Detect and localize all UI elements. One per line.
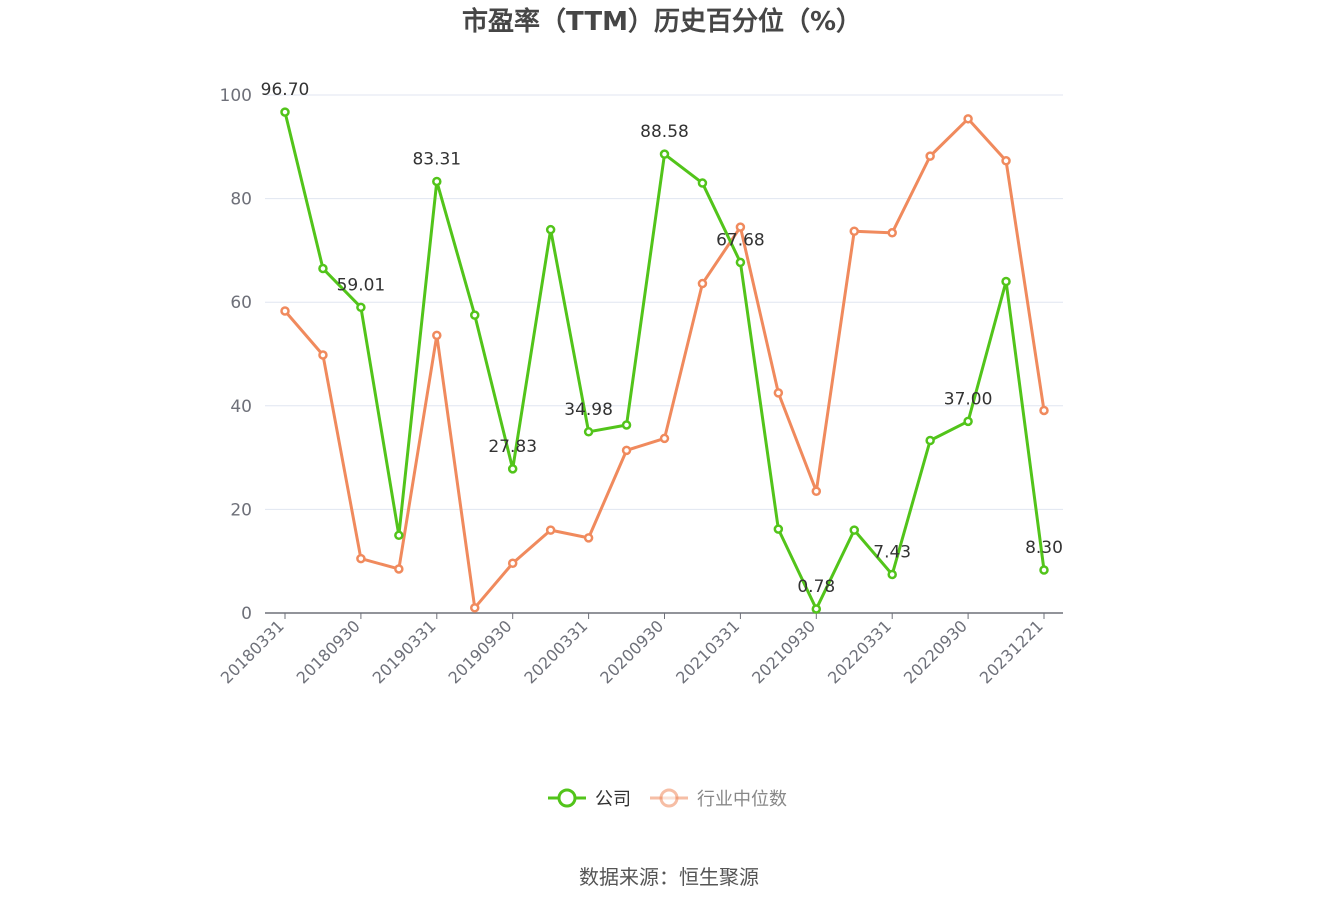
y-tick-label: 60	[230, 293, 252, 313]
y-tick-label: 80	[230, 190, 252, 210]
x-tick-label: 20180930	[293, 616, 364, 687]
data-point[interactable]	[1039, 565, 1049, 575]
x-tick-label: 20190930	[445, 616, 516, 687]
data-label: 7.43	[873, 543, 911, 563]
data-point[interactable]	[659, 149, 670, 159]
data-source: 数据来源：恒生聚源	[579, 865, 759, 889]
data-point[interactable]	[925, 151, 935, 161]
data-point[interactable]	[1001, 156, 1011, 166]
data-point[interactable]	[280, 306, 290, 316]
data-point[interactable]	[697, 278, 708, 289]
legend-label-industry-median: 行业中位数	[697, 789, 787, 810]
data-point[interactable]	[356, 553, 366, 564]
x-tick-label: 20231221	[976, 616, 1047, 687]
data-point[interactable]	[432, 330, 442, 341]
data-point[interactable]	[621, 445, 632, 456]
y-tick-label: 0	[241, 604, 252, 624]
series-lines	[280, 107, 1049, 614]
data-point[interactable]	[394, 564, 404, 574]
data-point[interactable]	[1001, 276, 1011, 287]
data-point[interactable]	[545, 525, 556, 535]
legend-item-company[interactable]: 公司	[548, 788, 631, 810]
x-tick-label: 20220331	[824, 616, 895, 687]
legend-label-company: 公司	[595, 789, 631, 810]
legend-marker-company-icon	[557, 788, 577, 808]
data-label: 0.78	[797, 577, 835, 597]
data-point[interactable]	[887, 569, 897, 580]
data-point[interactable]	[280, 107, 290, 117]
data-point[interactable]	[659, 433, 670, 444]
x-tick-label: 20210331	[672, 616, 743, 687]
data-point[interactable]	[811, 486, 822, 497]
x-tick-label: 20220930	[900, 616, 971, 687]
legend: 公司 行业中位数	[548, 788, 787, 810]
data-label: 34.98	[564, 400, 613, 420]
data-point[interactable]	[545, 224, 556, 235]
data-label: 96.70	[261, 80, 310, 100]
data-point[interactable]	[849, 226, 859, 236]
x-tick-label: 20200930	[596, 616, 667, 687]
data-point[interactable]	[849, 525, 859, 535]
data-point[interactable]	[394, 530, 404, 541]
data-point[interactable]	[735, 222, 746, 232]
data-label: 67.68	[716, 230, 765, 250]
x-tick-label: 20190331	[369, 616, 440, 687]
data-point[interactable]	[1039, 405, 1049, 416]
x-tick-label: 20210930	[748, 616, 819, 687]
data-point[interactable]	[621, 420, 632, 430]
data-point[interactable]	[735, 257, 746, 268]
data-point[interactable]	[432, 176, 442, 187]
y-tick-label: 40	[230, 397, 252, 417]
data-labels: 96.70 59.01 83.31 27.83 34.98 88.58 67.68 0.78 7…	[261, 80, 1063, 597]
data-point[interactable]	[773, 524, 784, 534]
axes: 0 20 40 60 80 100 20180331 20180930 20190331 2019…	[217, 86, 1063, 687]
data-point[interactable]	[318, 350, 328, 360]
data-point[interactable]	[318, 263, 328, 274]
data-point[interactable]	[925, 435, 935, 446]
data-label: 8.30	[1025, 538, 1063, 558]
data-point[interactable]	[583, 427, 594, 437]
chart-title: 市盈率（TTM）历史百分位（%）	[462, 6, 862, 37]
y-tick-label: 100	[220, 86, 252, 106]
legend-marker-industry-median-icon	[659, 788, 679, 808]
data-point[interactable]	[697, 178, 708, 188]
data-label: 88.58	[640, 122, 689, 142]
y-tick-label: 20	[230, 500, 252, 520]
legend-item-industry-median[interactable]: 行业中位数	[650, 788, 787, 810]
x-tick-label: 20200331	[520, 616, 591, 687]
data-point[interactable]	[583, 533, 594, 543]
x-tick-label: 20180331	[217, 616, 288, 687]
data-label: 37.00	[944, 389, 993, 409]
data-point[interactable]	[887, 228, 897, 238]
data-point[interactable]	[470, 603, 480, 613]
data-point[interactable]	[963, 114, 973, 124]
data-point[interactable]	[507, 558, 518, 569]
data-label: 27.83	[488, 437, 537, 457]
data-label: 83.31	[412, 149, 461, 169]
data-point[interactable]	[356, 302, 366, 313]
data-point[interactable]	[811, 604, 822, 614]
data-point[interactable]	[963, 416, 973, 427]
data-point[interactable]	[470, 310, 480, 320]
data-label: 59.01	[337, 275, 386, 295]
data-point[interactable]	[773, 388, 784, 398]
data-point[interactable]	[507, 464, 518, 474]
grid-lines	[265, 94, 1063, 510]
